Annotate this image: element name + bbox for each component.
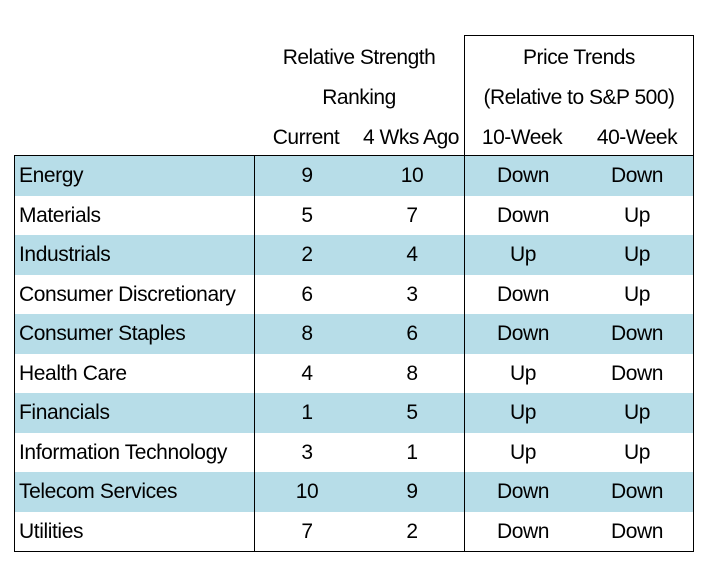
table-row: Telecom Services 10 9 Down Down	[15, 472, 693, 512]
ten-week-column-header: 10-Week	[481, 126, 563, 149]
price-trends-header-line2: (Relative to S&P 500)	[483, 86, 675, 109]
four-wks-ago-column-header: 4 Wks Ago	[363, 126, 459, 149]
current-rank-cell: 7	[301, 519, 313, 543]
ten-week-trend-cell: Up	[509, 401, 537, 424]
sector-cell: Information Technology	[19, 440, 227, 464]
sector-cell: Financials	[19, 401, 110, 424]
forty-week-trend-cell: Down	[610, 480, 664, 503]
forty-week-column-header: 40-Week	[596, 126, 678, 149]
table-row: Financials 1 5 Up Up	[15, 393, 693, 433]
four-wks-ago-rank-cell: 6	[406, 322, 418, 345]
four-wks-ago-rank-cell: 7	[406, 203, 418, 227]
sector-cell: Energy	[19, 164, 84, 187]
table-body: Energy 9 10 Down Down Materials 5 7 Down Up Indust…	[14, 155, 694, 552]
table-row: Consumer Discretionary 6 3 Down Up	[15, 275, 693, 315]
relative-strength-header-line1: Relative Strength	[282, 46, 436, 69]
sector-cell: Materials	[19, 203, 101, 227]
forty-week-trend-cell: Up	[623, 203, 651, 227]
ranking-column-divider	[464, 156, 465, 551]
ten-week-trend-cell: Down	[496, 203, 550, 227]
sector-column-divider	[254, 156, 255, 551]
current-rank-cell: 4	[301, 361, 313, 385]
forty-week-trend-cell: Up	[623, 243, 651, 266]
table-row: Utilities 7 2 Down Down	[15, 512, 693, 552]
ten-week-trend-cell: Down	[496, 282, 550, 306]
current-column-header: Current	[272, 126, 340, 149]
current-rank-cell: 1	[301, 401, 313, 424]
ten-week-trend-cell: Down	[496, 164, 550, 187]
table-row: Information Technology 3 1 Up Up	[15, 433, 693, 473]
table-row: Health Care 4 8 Up Down	[15, 354, 693, 394]
forty-week-trend-cell: Down	[610, 519, 664, 543]
table-row: Energy 9 10 Down Down	[15, 156, 693, 196]
forty-week-trend-cell: Down	[610, 361, 664, 385]
price-trends-left-border	[464, 35, 465, 156]
table-row: Industrials 2 4 Up Up	[15, 235, 693, 275]
four-wks-ago-rank-cell: 4	[406, 243, 418, 266]
ten-week-trend-cell: Down	[496, 480, 550, 503]
current-rank-cell: 9	[301, 164, 313, 187]
table-row: Consumer Staples 8 6 Down Down	[15, 314, 693, 354]
price-trends-right-border	[693, 35, 694, 156]
four-wks-ago-rank-cell: 8	[406, 361, 418, 385]
four-wks-ago-rank-cell: 3	[406, 282, 418, 306]
current-rank-cell: 10	[295, 480, 319, 503]
price-trends-header-line1: Price Trends	[523, 46, 635, 69]
four-wks-ago-rank-cell: 2	[406, 519, 418, 543]
forty-week-trend-cell: Down	[610, 322, 664, 345]
forty-week-trend-cell: Up	[623, 282, 651, 306]
ten-week-trend-cell: Up	[509, 440, 537, 464]
forty-week-trend-cell: Down	[610, 164, 664, 187]
ten-week-trend-cell: Down	[496, 519, 550, 543]
ten-week-trend-cell: Down	[496, 322, 550, 345]
four-wks-ago-rank-cell: 10	[400, 164, 424, 187]
relative-strength-header-line2: Ranking	[322, 86, 396, 109]
current-rank-cell: 8	[301, 322, 313, 345]
four-wks-ago-rank-cell: 9	[406, 480, 418, 503]
sector-cell: Industrials	[19, 243, 111, 266]
table-row: Materials 5 7 Down Up	[15, 196, 693, 236]
ten-week-trend-cell: Up	[509, 243, 537, 266]
four-wks-ago-rank-cell: 1	[406, 440, 418, 464]
sector-cell: Consumer Discretionary	[19, 282, 236, 306]
current-rank-cell: 5	[301, 203, 313, 227]
price-trends-top-border	[464, 35, 694, 36]
current-rank-cell: 6	[301, 282, 313, 306]
forty-week-trend-cell: Up	[623, 440, 651, 464]
ten-week-trend-cell: Up	[509, 361, 537, 385]
sector-cell: Telecom Services	[19, 480, 178, 503]
four-wks-ago-rank-cell: 5	[406, 401, 418, 424]
sector-cell: Utilities	[19, 519, 84, 543]
forty-week-trend-cell: Up	[623, 401, 651, 424]
sector-cell: Consumer Staples	[19, 322, 186, 345]
sector-cell: Health Care	[19, 361, 127, 385]
current-rank-cell: 3	[301, 440, 313, 464]
current-rank-cell: 2	[301, 243, 313, 266]
